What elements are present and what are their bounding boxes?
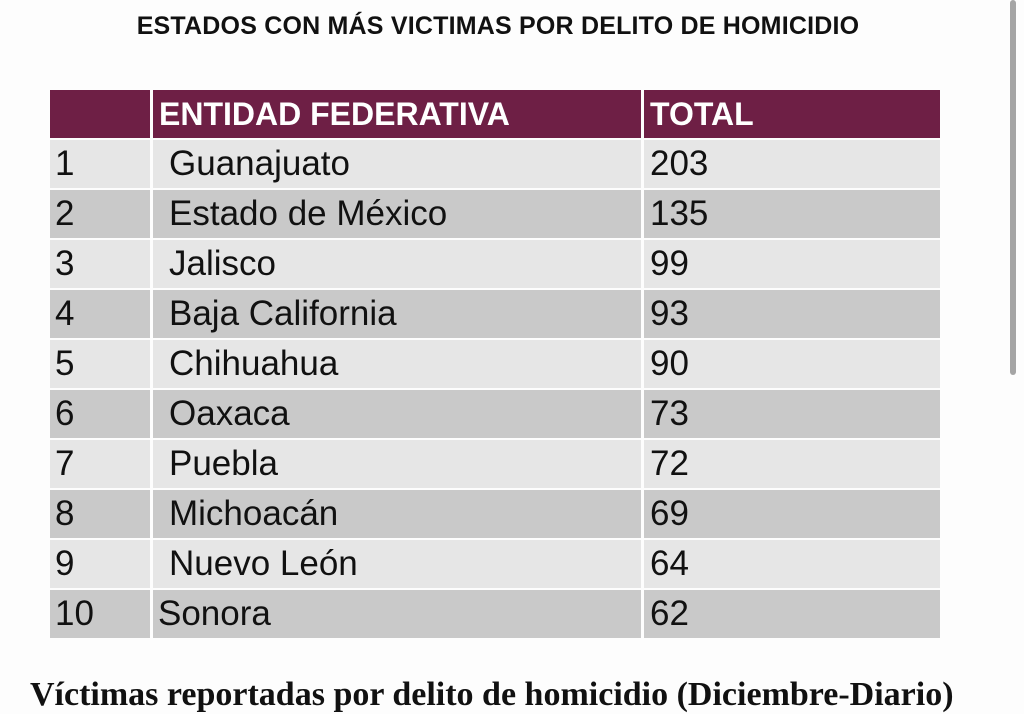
rank-cell: 7 bbox=[50, 440, 150, 488]
total-cell: 69 bbox=[644, 490, 940, 538]
entity-cell: Puebla bbox=[153, 440, 641, 488]
rank-cell: 8 bbox=[50, 490, 150, 538]
vertical-scrollbar[interactable] bbox=[1010, 0, 1016, 375]
total-cell: 62 bbox=[644, 590, 940, 638]
table-row: 8 Michoacán 69 bbox=[50, 490, 940, 538]
rank-cell: 6 bbox=[50, 390, 150, 438]
total-cell: 72 bbox=[644, 440, 940, 488]
rank-cell: 3 bbox=[50, 240, 150, 288]
table-row: 3 Jalisco 99 bbox=[50, 240, 940, 288]
page-title: ESTADOS CON MÁS VICTIMAS POR DELITO DE H… bbox=[136, 12, 860, 40]
table-row: 5 Chihuahua 90 bbox=[50, 340, 940, 388]
entity-cell: Guanajuato bbox=[153, 140, 641, 188]
entity-cell: Jalisco bbox=[153, 240, 641, 288]
table-row: 7 Puebla 72 bbox=[50, 440, 940, 488]
rank-cell: 2 bbox=[50, 190, 150, 238]
rank-cell: 4 bbox=[50, 290, 150, 338]
total-cell: 64 bbox=[644, 540, 940, 588]
rank-cell: 1 bbox=[50, 140, 150, 188]
table-row: 9 Nuevo León 64 bbox=[50, 540, 940, 588]
table-row: 1 Guanajuato 203 bbox=[50, 140, 940, 188]
table-row: 4 Baja California 93 bbox=[50, 290, 940, 338]
total-cell: 93 bbox=[644, 290, 940, 338]
rank-cell: 9 bbox=[50, 540, 150, 588]
total-cell: 203 bbox=[644, 140, 940, 188]
total-cell: 90 bbox=[644, 340, 940, 388]
rank-cell: 10 bbox=[50, 590, 150, 638]
header-total: TOTAL bbox=[644, 90, 940, 138]
total-cell: 99 bbox=[644, 240, 940, 288]
entity-cell: Oaxaca bbox=[153, 390, 641, 438]
header-entity: ENTIDAD FEDERATIVA bbox=[153, 90, 641, 138]
total-cell: 73 bbox=[644, 390, 940, 438]
homicide-table: ENTIDAD FEDERATIVA TOTAL 1 Guanajuato 203 2… bbox=[47, 88, 943, 640]
header-rank bbox=[50, 90, 150, 138]
table-row: 10 Sonora 62 bbox=[50, 590, 940, 638]
rank-cell: 5 bbox=[50, 340, 150, 388]
footer-heading: Víctimas reportadas por delito de homici… bbox=[30, 676, 954, 713]
table-row: 2 Estado de México 135 bbox=[50, 190, 940, 238]
entity-cell: Nuevo León bbox=[153, 540, 641, 588]
entity-cell: Michoacán bbox=[153, 490, 641, 538]
table-header-row: ENTIDAD FEDERATIVA TOTAL bbox=[50, 90, 940, 138]
entity-cell: Estado de México bbox=[153, 190, 641, 238]
table-row: 6 Oaxaca 73 bbox=[50, 390, 940, 438]
entity-cell: Baja California bbox=[153, 290, 641, 338]
total-cell: 135 bbox=[644, 190, 940, 238]
entity-cell: Chihuahua bbox=[153, 340, 641, 388]
entity-cell: Sonora bbox=[153, 590, 641, 638]
